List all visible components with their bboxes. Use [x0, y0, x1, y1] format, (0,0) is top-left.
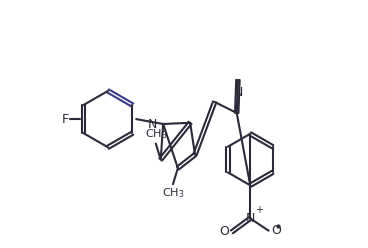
Text: N: N [148, 118, 157, 130]
Text: O: O [271, 224, 281, 237]
Text: CH$_3$: CH$_3$ [145, 127, 167, 141]
Text: CH$_3$: CH$_3$ [162, 186, 184, 200]
Text: F: F [61, 113, 69, 125]
Text: N: N [245, 212, 255, 225]
Text: N: N [233, 86, 243, 99]
Text: O: O [219, 225, 229, 238]
Text: +: + [255, 205, 263, 215]
